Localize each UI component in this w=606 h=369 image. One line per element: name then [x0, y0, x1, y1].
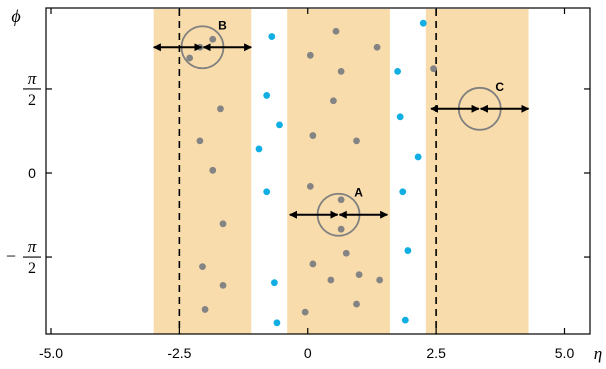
group-label-c: C	[495, 80, 504, 94]
group-label-a: A	[354, 186, 363, 200]
grey-point	[337, 196, 345, 204]
plot-frame	[45, 7, 591, 335]
blue-point	[268, 33, 276, 40]
y-tick-label: 0	[28, 165, 36, 181]
shaded-band-3	[425, 9, 529, 334]
shaded-band-2	[287, 9, 390, 334]
grey-point	[342, 249, 350, 257]
x-tick-label: 5.0	[555, 345, 575, 361]
blue-point	[399, 188, 407, 196]
grey-point	[219, 220, 227, 228]
shaded-band-1	[153, 9, 252, 334]
grey-point	[301, 308, 309, 316]
blue-point	[401, 316, 409, 324]
grey-point	[209, 35, 217, 43]
x-tick-label: 0	[304, 345, 312, 361]
blue-point	[414, 153, 422, 161]
blue-point	[263, 188, 271, 196]
x-tick-label: 2.5	[426, 345, 446, 361]
group-label-b: B	[218, 18, 227, 32]
grey-point	[306, 51, 314, 59]
grey-point	[196, 137, 204, 145]
x-tick-label: -2.5	[167, 345, 191, 361]
x-axis-label: η	[594, 344, 602, 363]
grey-point	[353, 137, 360, 145]
grey-point	[373, 43, 381, 51]
grey-point	[355, 271, 363, 279]
grey-point	[199, 263, 206, 271]
blue-point	[419, 19, 427, 27]
grey-point	[337, 225, 345, 233]
blue-point	[263, 92, 271, 99]
blue-point	[276, 121, 283, 129]
grey-point	[430, 65, 437, 73]
grey-point	[327, 276, 335, 284]
y-axis-label: ϕ	[11, 6, 20, 26]
grey-point	[186, 54, 194, 62]
grey-point	[332, 27, 340, 35]
blue-point	[255, 145, 263, 153]
blue-point	[273, 319, 281, 327]
grey-point	[376, 276, 384, 284]
grey-point	[306, 182, 314, 190]
grey-point	[217, 105, 224, 113]
y-tick-numerator: π	[28, 69, 37, 88]
grey-point	[201, 306, 209, 313]
grey-point	[309, 132, 317, 139]
y-tick-sign: −	[6, 246, 16, 266]
grey-point	[330, 97, 337, 105]
grey-point	[337, 67, 345, 75]
y-tick-numerator: π	[28, 237, 37, 256]
blue-point	[270, 279, 278, 287]
grey-point	[209, 166, 217, 174]
x-tick-label: -5.0	[39, 345, 63, 361]
grey-point	[353, 300, 360, 308]
blue-point	[394, 67, 402, 75]
grey-point	[309, 260, 317, 268]
blue-point	[404, 247, 412, 254]
y-tick-denominator: 2	[28, 92, 36, 109]
y-tick-denominator: 2	[28, 260, 36, 277]
blue-point	[396, 113, 404, 121]
grey-point	[219, 281, 227, 289]
